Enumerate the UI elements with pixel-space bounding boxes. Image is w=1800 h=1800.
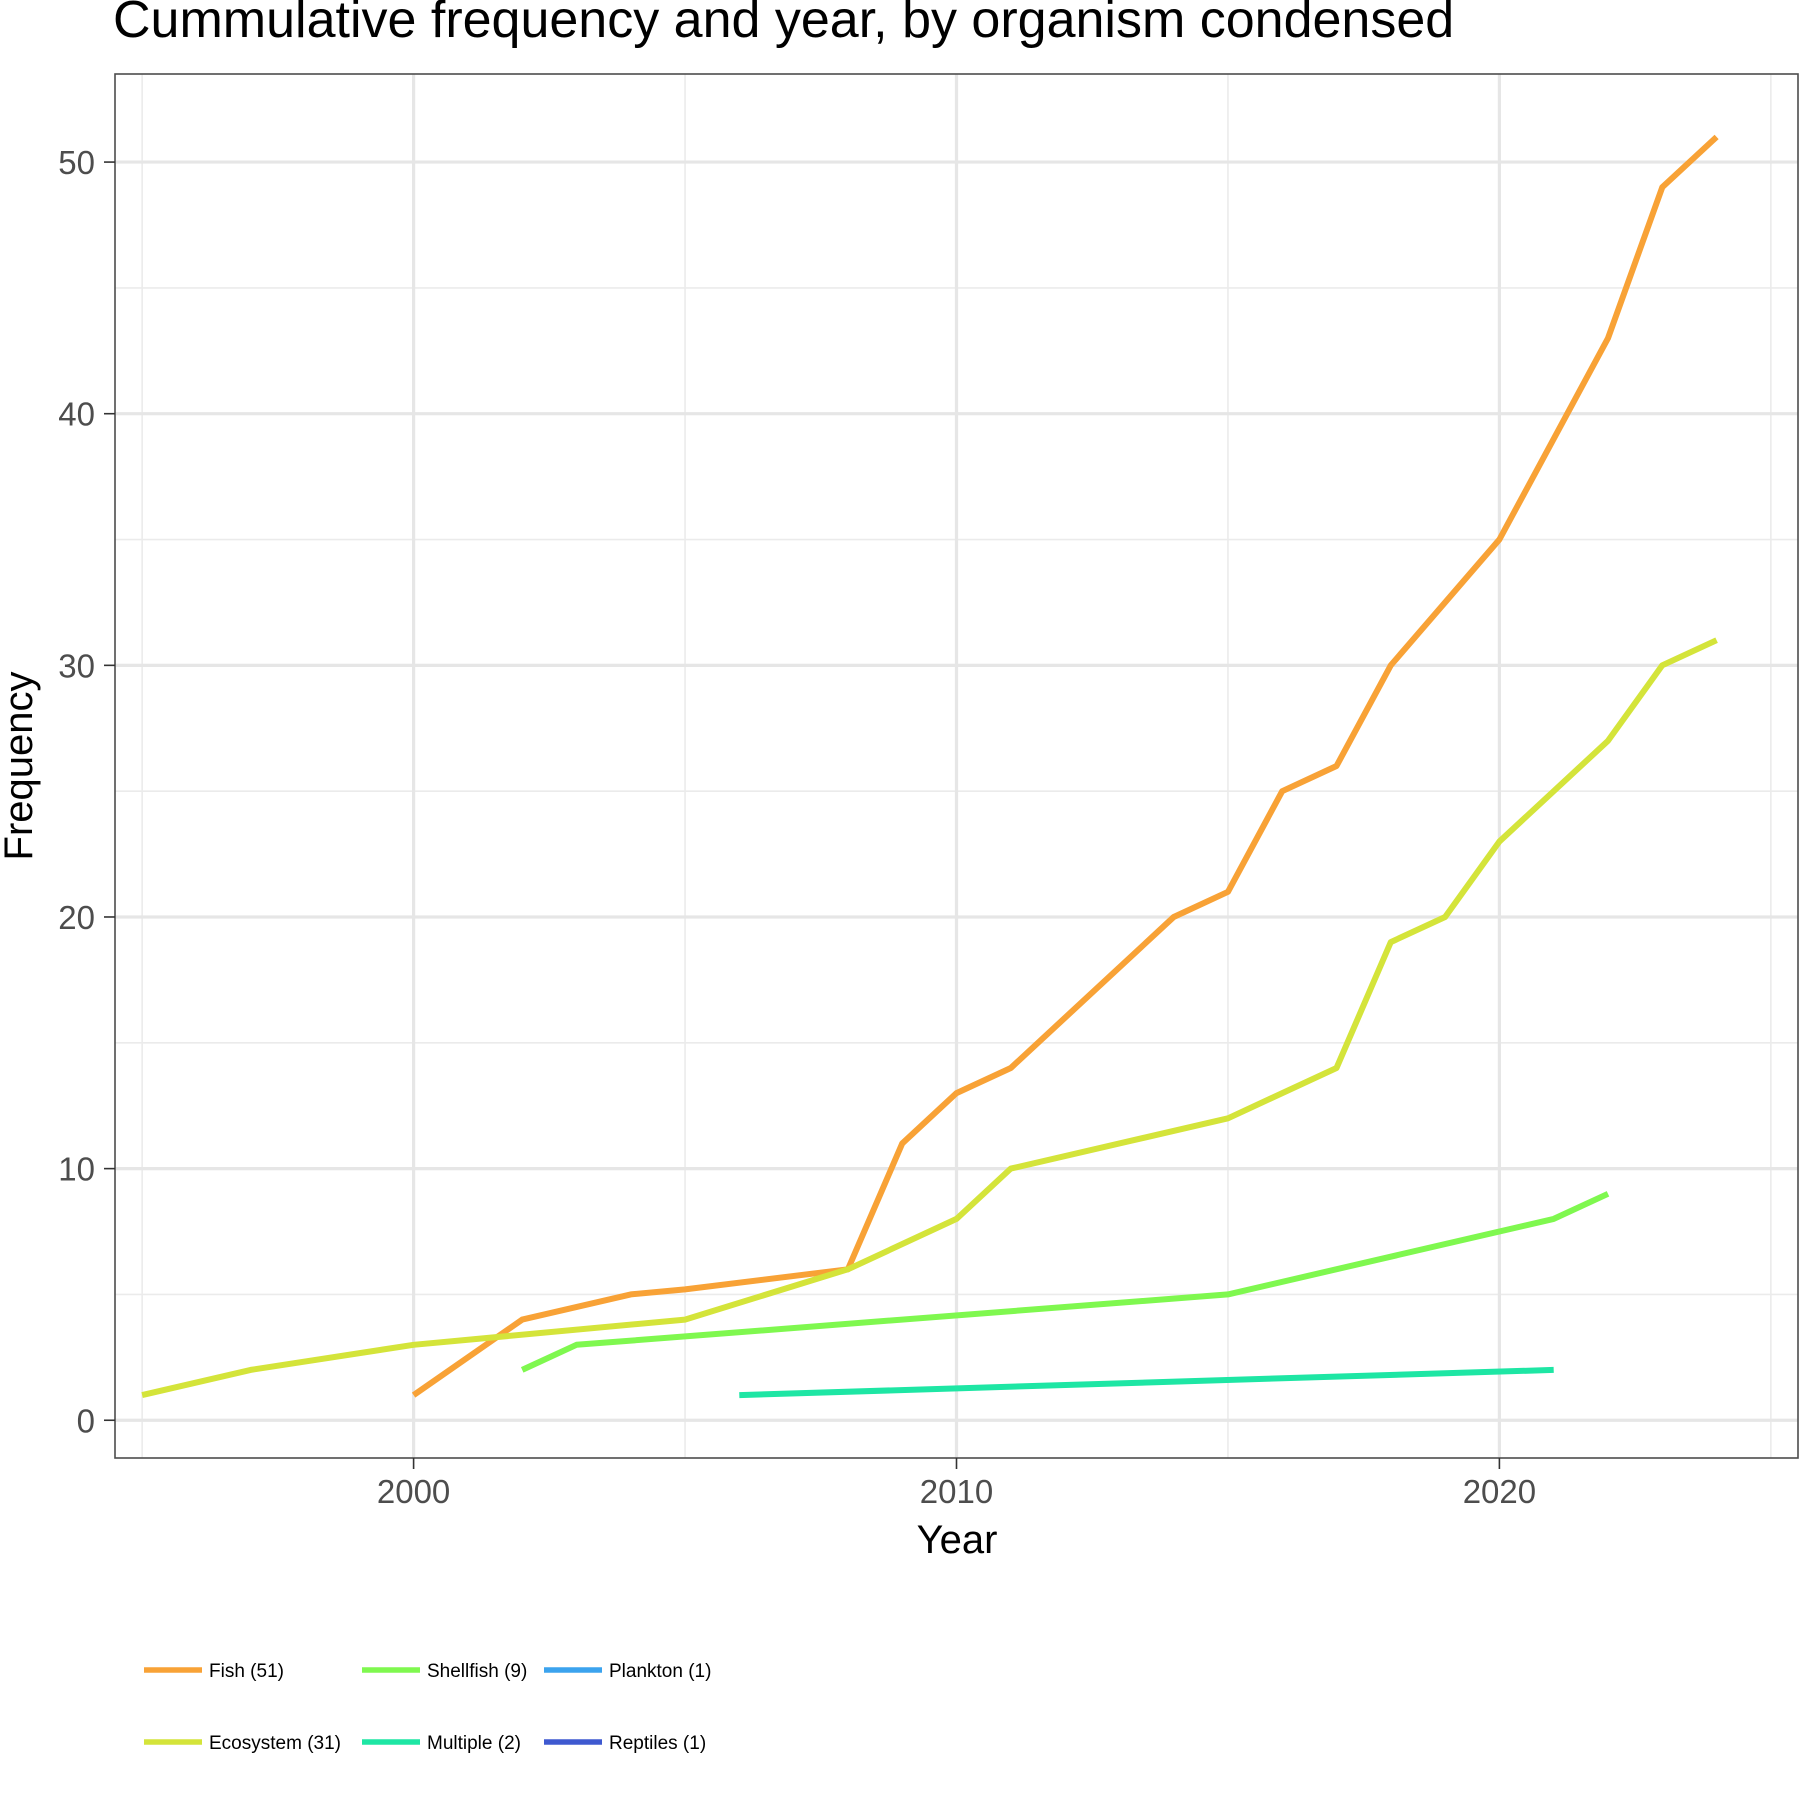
- x-tick-label: 2020: [1463, 1473, 1536, 1510]
- series-line: [739, 1366, 1554, 1399]
- legend-label: Shellfish (9): [427, 1661, 527, 1682]
- y-axis-title: Frequency: [0, 672, 41, 861]
- y-tick-label: 20: [58, 899, 95, 936]
- legend-label: Plankton (1): [609, 1661, 711, 1682]
- chart-title: Cummulative frequency and year, by organ…: [113, 0, 1454, 49]
- x-axis-title: Year: [917, 1518, 998, 1562]
- y-tick-label: 10: [58, 1151, 95, 1188]
- legend-label: Reptiles (1): [609, 1733, 706, 1754]
- y-tick-label: 30: [58, 647, 95, 684]
- x-tick-label: 2000: [377, 1473, 450, 1510]
- legend-label: Multiple (2): [427, 1733, 521, 1754]
- legend: Fish (51) Shellfish (9) Plankton (1) Ecosys…: [144, 1661, 711, 1754]
- series-lines: [141, 134, 1719, 1399]
- major-gridlines: [115, 74, 1798, 1458]
- y-tick-label: 50: [58, 144, 95, 181]
- y-tick-label: 0: [77, 1402, 95, 1439]
- y-tick-label: 40: [58, 396, 95, 433]
- x-tick-label: 2010: [920, 1473, 993, 1510]
- legend-label: Ecosystem (31): [209, 1733, 341, 1754]
- series-line: [141, 637, 1718, 1399]
- series-line: [411, 134, 1719, 1398]
- x-axis: 2000 2010 2020: [377, 1458, 1536, 1510]
- series-line: [520, 1191, 1610, 1373]
- legend-label: Fish (51): [209, 1661, 284, 1682]
- y-axis: 0 10 20 30 40 50: [58, 144, 115, 1439]
